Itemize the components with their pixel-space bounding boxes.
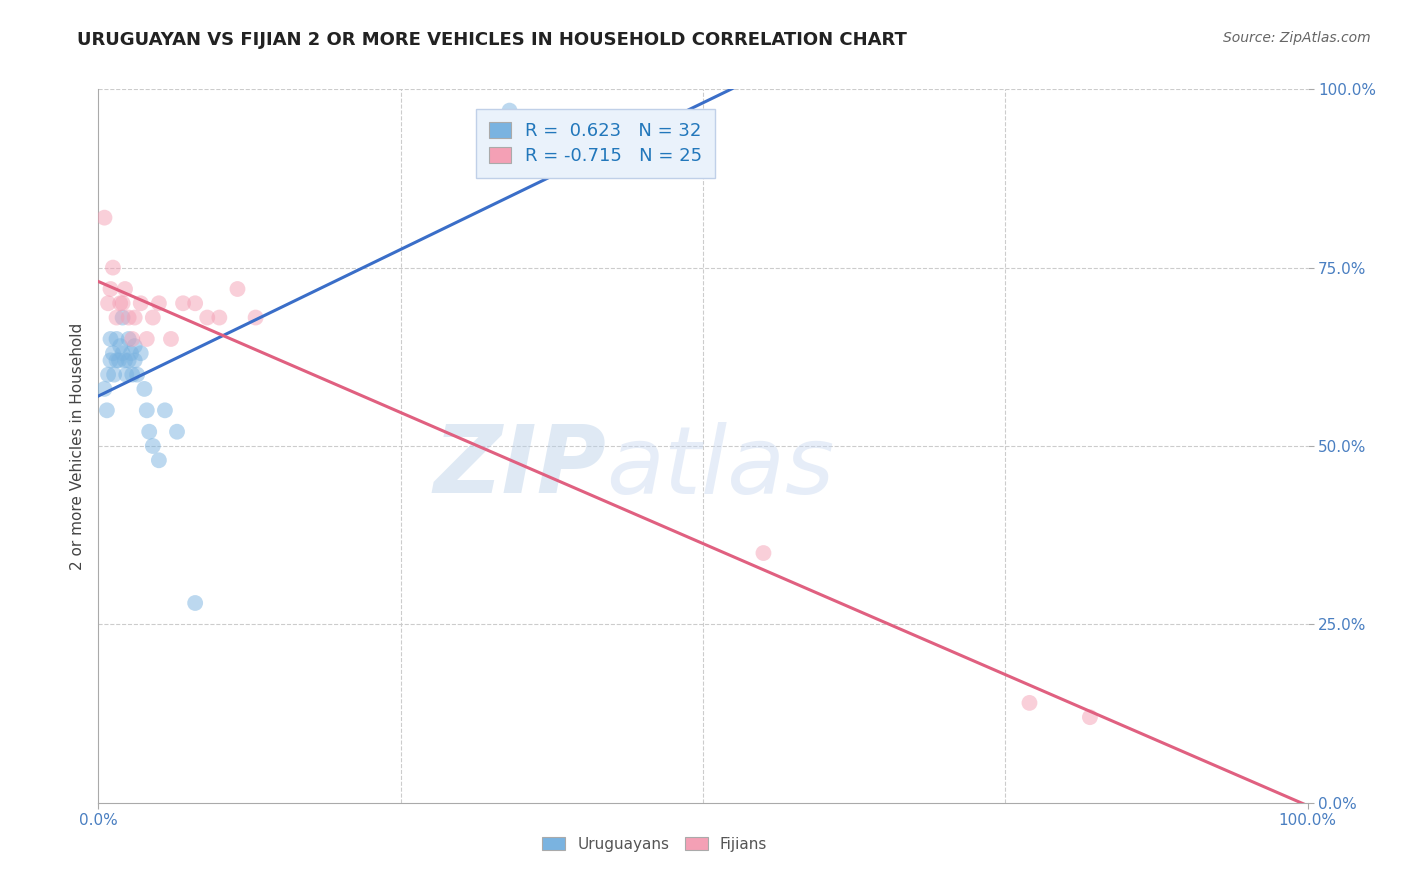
Point xyxy=(121,332,143,346)
Point xyxy=(148,453,170,467)
Text: Source: ZipAtlas.com: Source: ZipAtlas.com xyxy=(1223,31,1371,45)
Point xyxy=(108,296,131,310)
Y-axis label: 2 or more Vehicles in Household: 2 or more Vehicles in Household xyxy=(69,322,84,570)
Point xyxy=(100,353,122,368)
Point xyxy=(93,211,115,225)
Point xyxy=(115,368,138,382)
Point xyxy=(135,332,157,346)
Point xyxy=(93,382,115,396)
Point xyxy=(498,103,520,118)
Point xyxy=(124,339,146,353)
Point xyxy=(127,368,149,382)
Point xyxy=(1018,696,1040,710)
Point xyxy=(134,382,156,396)
Point xyxy=(129,346,152,360)
Point xyxy=(226,282,249,296)
Point xyxy=(105,332,128,346)
Point xyxy=(153,403,176,417)
Point xyxy=(111,346,134,360)
Point xyxy=(184,596,207,610)
Point xyxy=(108,339,131,353)
Point xyxy=(118,332,141,346)
Point xyxy=(135,403,157,417)
Point xyxy=(105,353,128,368)
Point xyxy=(108,353,131,368)
Point xyxy=(96,403,118,417)
Text: URUGUAYAN VS FIJIAN 2 OR MORE VEHICLES IN HOUSEHOLD CORRELATION CHART: URUGUAYAN VS FIJIAN 2 OR MORE VEHICLES I… xyxy=(77,31,907,49)
Point xyxy=(208,310,231,325)
Point xyxy=(101,346,124,360)
Point xyxy=(752,546,775,560)
Point xyxy=(120,346,142,360)
Point xyxy=(114,282,136,296)
Point xyxy=(114,353,136,368)
Text: atlas: atlas xyxy=(606,422,835,513)
Point xyxy=(148,296,170,310)
Point xyxy=(1078,710,1101,724)
Point xyxy=(100,332,122,346)
Point xyxy=(100,282,122,296)
Point xyxy=(245,310,267,325)
Point xyxy=(97,368,120,382)
Legend: Uruguayans, Fijians: Uruguayans, Fijians xyxy=(534,829,775,859)
Point xyxy=(124,310,146,325)
Point xyxy=(121,368,143,382)
Point xyxy=(101,260,124,275)
Point xyxy=(111,296,134,310)
Point xyxy=(97,296,120,310)
Point xyxy=(172,296,194,310)
Point xyxy=(129,296,152,310)
Point xyxy=(111,310,134,325)
Point xyxy=(138,425,160,439)
Point xyxy=(160,332,183,346)
Point xyxy=(124,353,146,368)
Point xyxy=(118,310,141,325)
Point xyxy=(166,425,188,439)
Point xyxy=(118,353,141,368)
Point xyxy=(105,310,128,325)
Point xyxy=(103,368,125,382)
Text: ZIP: ZIP xyxy=(433,421,606,514)
Point xyxy=(142,439,165,453)
Point xyxy=(195,310,218,325)
Point xyxy=(184,296,207,310)
Point xyxy=(142,310,165,325)
